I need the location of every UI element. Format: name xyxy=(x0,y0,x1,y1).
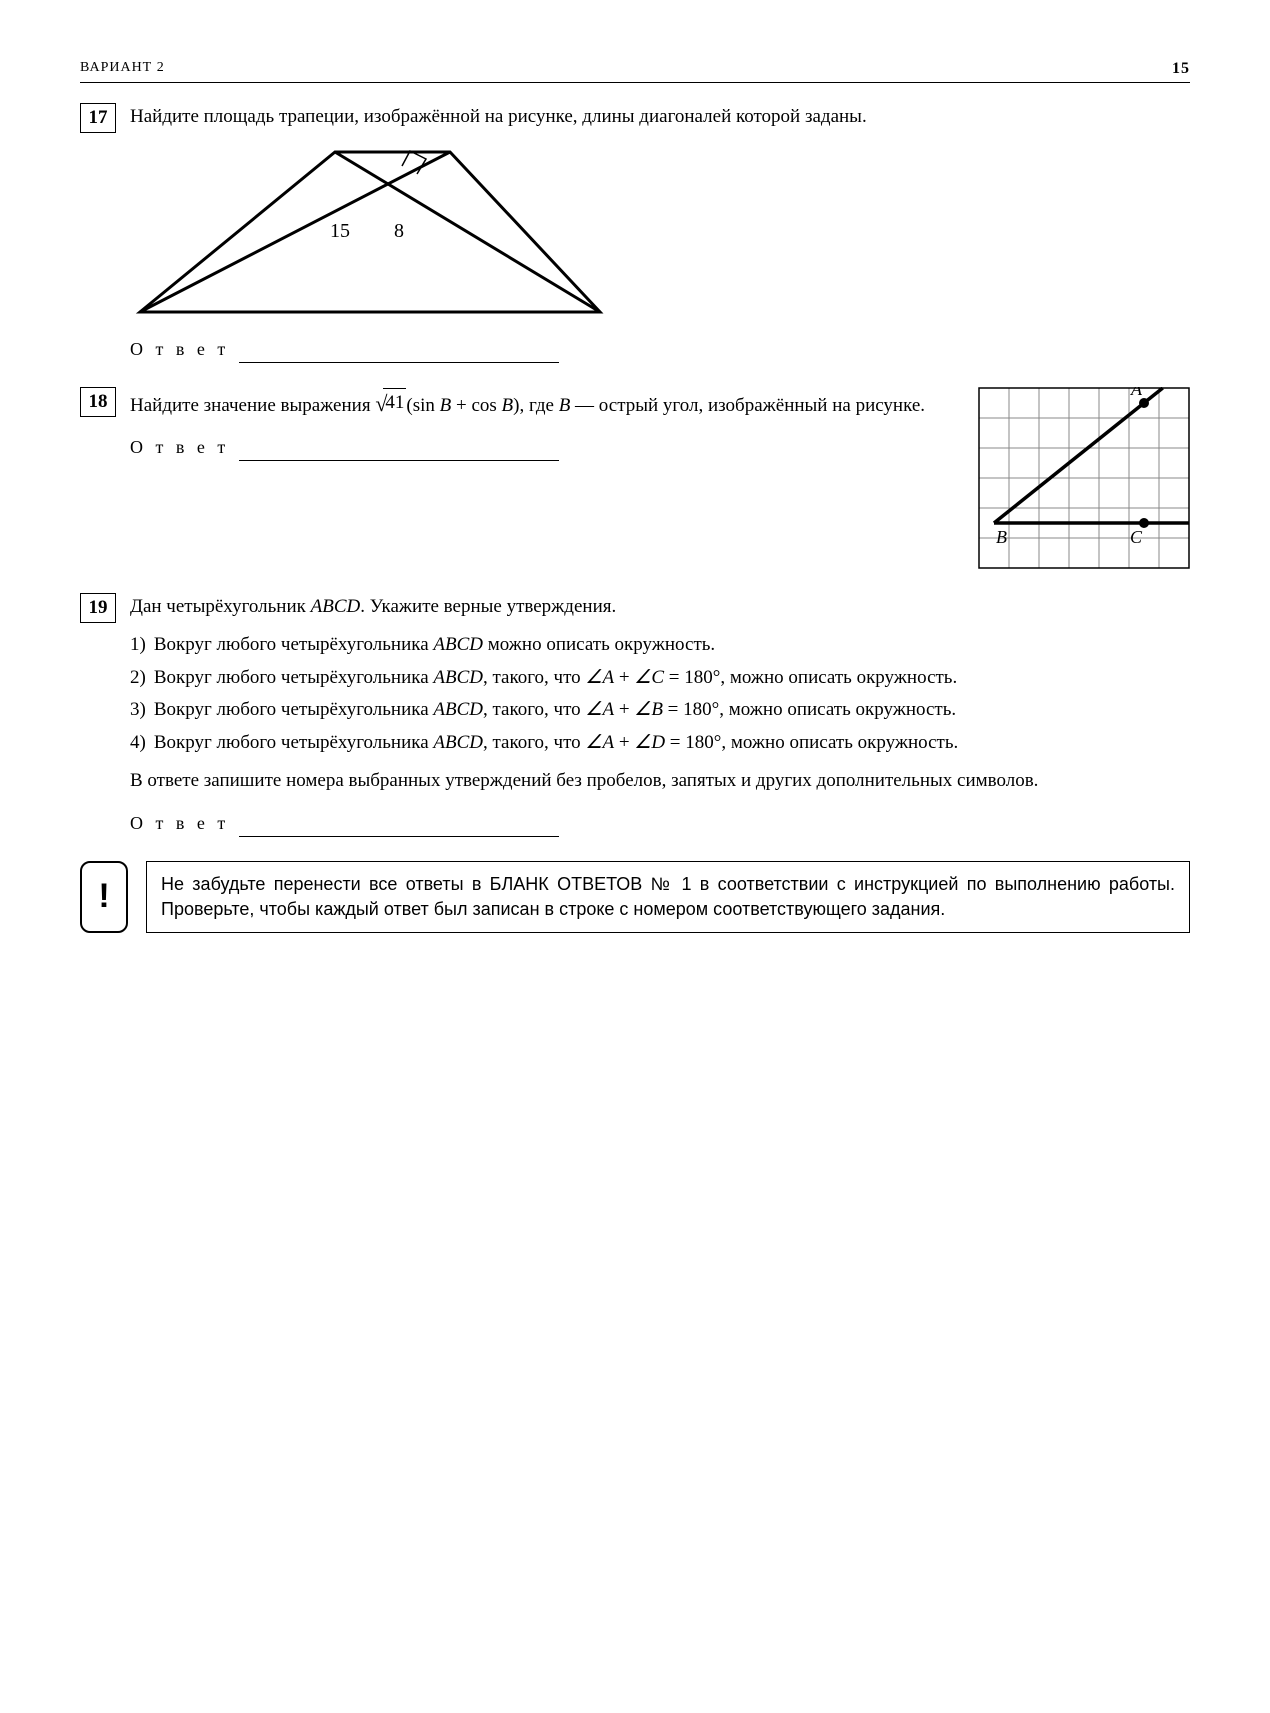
trapezoid-figure: 15 8 xyxy=(130,142,610,322)
angle-grid-figure: A B C xyxy=(978,387,1190,569)
problem-number-18: 18 xyxy=(80,387,116,417)
note-box: ! Не забудьте перенести все ответы в БЛА… xyxy=(80,861,1190,933)
paren-mid: + cos xyxy=(451,395,501,416)
svg-text:B: B xyxy=(996,527,1007,547)
answer-row-18: О т в е т xyxy=(130,434,958,461)
p19-text-after: . Укажите верные утверждения. xyxy=(360,596,616,617)
page-number: 15 xyxy=(1172,60,1190,78)
option-2: 2) Вокруг любого четырёхугольника ABCD, т… xyxy=(130,664,1190,693)
problem-number-17: 17 xyxy=(80,103,116,133)
page-header: ВАРИАНТ 2 15 xyxy=(80,60,1190,83)
sqrt-radicand: 41 xyxy=(383,388,406,418)
problem-19-text: Дан четырёхугольник ABCD. Укажите верные… xyxy=(130,593,1190,622)
var-b-3: B xyxy=(559,395,571,416)
problem-17: 17 Найдите площадь трапеции, изображённо… xyxy=(80,103,1190,363)
answer-line-17[interactable] xyxy=(239,343,559,363)
p18-text-a: Найдите значение выражения xyxy=(130,395,375,416)
answer-line-19[interactable] xyxy=(239,817,559,837)
problem-18-body: Найдите значение выражения √ 41 (sin B +… xyxy=(130,387,1190,569)
option-number: 3) xyxy=(130,696,146,725)
option-3: 3) Вокруг любого четырёхугольника ABCD, т… xyxy=(130,696,1190,725)
problem-18-left: Найдите значение выражения √ 41 (sin B +… xyxy=(130,387,958,462)
problem-18-figure: A B C xyxy=(978,387,1190,569)
svg-text:15: 15 xyxy=(330,220,350,242)
quad-abcd: ABCD xyxy=(311,596,361,617)
option-number: 4) xyxy=(130,729,146,758)
problem-17-text: Найдите площадь трапеции, изображённой н… xyxy=(130,103,1190,132)
exclamation-icon: ! xyxy=(80,861,128,933)
problem-19: 19 Дан четырёхугольник ABCD. Укажите вер… xyxy=(80,593,1190,837)
problem-18-text: Найдите значение выражения √ 41 (sin B +… xyxy=(130,387,958,421)
answer-line-18[interactable] xyxy=(239,441,559,461)
answer-row-19: О т в е т xyxy=(130,810,1190,837)
option-number: 2) xyxy=(130,664,146,693)
answer-label-17: О т в е т xyxy=(130,336,229,363)
problem-19-body: Дан четырёхугольник ABCD. Укажите верные… xyxy=(130,593,1190,837)
option-number: 1) xyxy=(130,631,146,660)
problem-17-figure: 15 8 xyxy=(130,142,1190,322)
svg-text:C: C xyxy=(1130,527,1143,547)
answer-label-19: О т в е т xyxy=(130,810,229,837)
p18-text-c: — острый угол, изображённый на рисунке. xyxy=(570,395,925,416)
problem-19-instruction: В ответе запишите номера выбранных утвер… xyxy=(130,767,1190,796)
problem-18: 18 Найдите значение выражения √ 41 (sin … xyxy=(80,387,1190,569)
variant-label: ВАРИАНТ 2 xyxy=(80,60,165,78)
option-body: Вокруг любого четырёхугольника ABCD, так… xyxy=(154,729,1190,758)
option-4: 4) Вокруг любого четырёхугольника ABCD, т… xyxy=(130,729,1190,758)
option-body: Вокруг любого четырёхугольника ABCD можн… xyxy=(154,631,1190,660)
problem-19-options: 1) Вокруг любого четырёхугольника ABCD мо… xyxy=(130,631,1190,757)
paren-a: (sin xyxy=(406,395,439,416)
answer-row-17: О т в е т xyxy=(130,336,1190,363)
var-b-1: B xyxy=(440,395,452,416)
var-b-2: B xyxy=(502,395,514,416)
problem-17-body: Найдите площадь трапеции, изображённой н… xyxy=(130,103,1190,363)
option-1: 1) Вокруг любого четырёхугольника ABCD мо… xyxy=(130,631,1190,660)
answer-label-18: О т в е т xyxy=(130,434,229,461)
p19-text: Дан четырёхугольник xyxy=(130,596,311,617)
sqrt-expression: √ 41 xyxy=(375,387,406,420)
option-body: Вокруг любого четырёхугольника ABCD, так… xyxy=(154,664,1190,693)
svg-text:A: A xyxy=(1130,387,1143,399)
problem-number-19: 19 xyxy=(80,593,116,623)
svg-text:8: 8 xyxy=(394,220,404,242)
p18-text-b: , где xyxy=(519,395,558,416)
option-body: Вокруг любого четырёхугольника ABCD, так… xyxy=(154,696,1190,725)
note-text: Не забудьте перенести все ответы в БЛАНК… xyxy=(146,861,1190,933)
